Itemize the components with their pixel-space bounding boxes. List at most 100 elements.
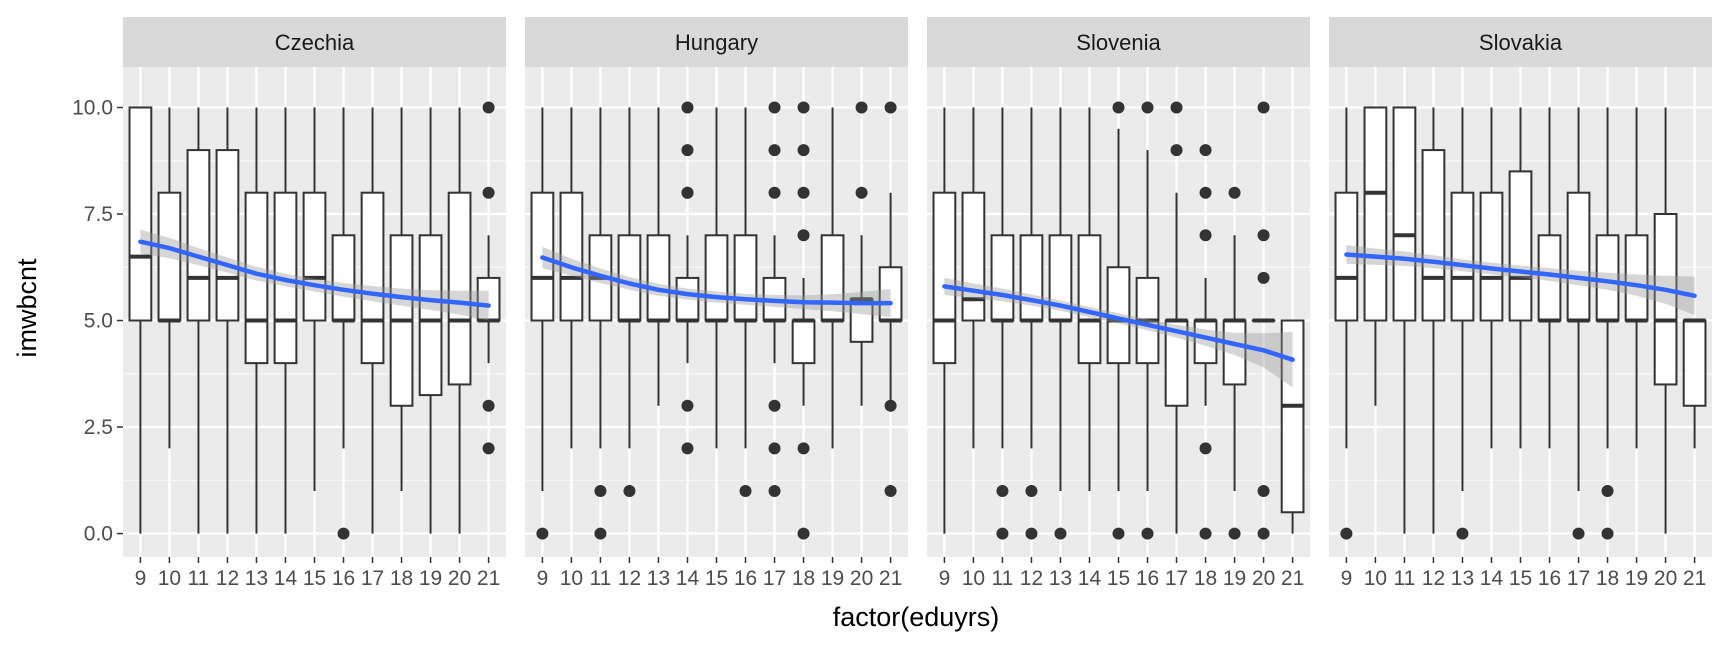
outlier-point (768, 399, 781, 412)
x-tick-label: 17 (1165, 567, 1188, 590)
box-20 (849, 101, 874, 406)
facet-strip-label: Slovakia (1479, 30, 1563, 55)
outlier-point (768, 484, 781, 497)
x-tick-label: 17 (763, 567, 786, 590)
box-16 (1135, 101, 1160, 540)
x-axis-title: factor(eduyrs) (833, 602, 1000, 632)
smooth-confidence-band (542, 246, 891, 318)
outlier-point (797, 229, 810, 242)
outlier-point (482, 442, 495, 455)
box-10 (559, 107, 584, 449)
x-tick-label: 20 (1654, 567, 1677, 590)
box-body (1653, 213, 1678, 386)
x-tick-label: 12 (618, 567, 641, 590)
box-19 (820, 107, 845, 449)
outlier-point (884, 484, 897, 497)
box-body (1077, 234, 1102, 365)
y-axis: 0.0 2.5 5.0 7.5 10.0 (72, 96, 123, 546)
outlier-point (1199, 186, 1212, 199)
x-tick-label: 11 (1394, 567, 1416, 590)
outlier-point (681, 186, 694, 199)
x-tick-label: 10 (560, 567, 583, 590)
outlier-point (594, 527, 607, 540)
x-tick-label: 13 (245, 567, 268, 590)
outlier-point (482, 399, 495, 412)
facet-strip-label: Hungary (675, 30, 758, 55)
box-19 (418, 107, 443, 534)
outlier-point (996, 484, 1009, 497)
box-body (1392, 106, 1417, 322)
x-tick-label: 10 (962, 567, 985, 590)
box-body (1450, 191, 1475, 322)
outlier-point (1170, 101, 1183, 114)
x-tick-label: 18 (792, 567, 815, 590)
outlier-point (797, 186, 810, 199)
x-tick-label: 10 (1364, 567, 1387, 590)
box-18 (791, 101, 816, 540)
x-tick-label: 17 (361, 567, 384, 590)
box-21 (1280, 319, 1305, 534)
box-body (1280, 319, 1305, 514)
box-body (559, 191, 584, 322)
x-tick-label: 10 (158, 567, 181, 590)
x-tick-label: 9 (135, 567, 147, 590)
outlier-point (768, 442, 781, 455)
box-21 (476, 101, 501, 455)
x-tick-label: 21 (1281, 567, 1304, 590)
box-body (418, 234, 443, 397)
outlier-point (536, 527, 549, 540)
box-13 (646, 107, 671, 406)
box-21 (1682, 318, 1707, 449)
box-body (1363, 106, 1388, 322)
box-14 (675, 101, 700, 455)
outlier-point (337, 527, 350, 540)
x-tick-label: 16 (1538, 567, 1561, 590)
box-body (186, 149, 211, 322)
outlier-point (1257, 229, 1270, 242)
outlier-point (1257, 271, 1270, 284)
box-20 (1251, 101, 1276, 540)
outlier-point (681, 144, 694, 157)
outlier-point (797, 144, 810, 157)
facet-strip (525, 17, 908, 67)
box-body (646, 234, 671, 322)
box-9 (128, 106, 153, 534)
outlier-point (768, 144, 781, 157)
box-body (447, 191, 472, 386)
facet-strip (927, 17, 1310, 67)
smooth-line (1344, 252, 1697, 299)
x-tick-label: 15 (303, 567, 326, 590)
box-17 (1566, 107, 1591, 540)
box-20 (1653, 107, 1678, 534)
x-tick-label: 19 (419, 567, 442, 590)
x-tick-label: 19 (1223, 567, 1246, 590)
box-12 (215, 107, 240, 534)
box-11 (990, 107, 1015, 540)
box-9 (932, 107, 957, 534)
box-15 (704, 107, 729, 449)
facet-strip-label: Czechia (275, 30, 355, 55)
box-19 (1624, 107, 1649, 449)
y-tick-label: 10.0 (72, 96, 113, 119)
x-tick-label: 16 (734, 567, 757, 590)
outlier-point (1170, 144, 1183, 157)
box-14 (1479, 107, 1504, 449)
y-tick-label: 7.5 (84, 203, 113, 226)
outlier-point (1257, 484, 1270, 497)
x-tick-label: 12 (216, 567, 239, 590)
x-tick-label: 21 (879, 567, 902, 590)
box-11 (186, 107, 211, 534)
outlier-point (1340, 527, 1353, 540)
box-15 (1508, 107, 1533, 449)
x-tick-label: 16 (332, 567, 355, 590)
outlier-point (1257, 527, 1270, 540)
x-tick-label: 9 (939, 567, 951, 590)
outlier-point (681, 399, 694, 412)
outlier-point (1054, 527, 1067, 540)
box-body (331, 234, 356, 322)
x-tick-label: 14 (676, 567, 700, 590)
outlier-point (884, 101, 897, 114)
x-tick-label: 12 (1422, 567, 1445, 590)
outlier-point (1601, 484, 1614, 497)
box-16 (1537, 107, 1562, 449)
